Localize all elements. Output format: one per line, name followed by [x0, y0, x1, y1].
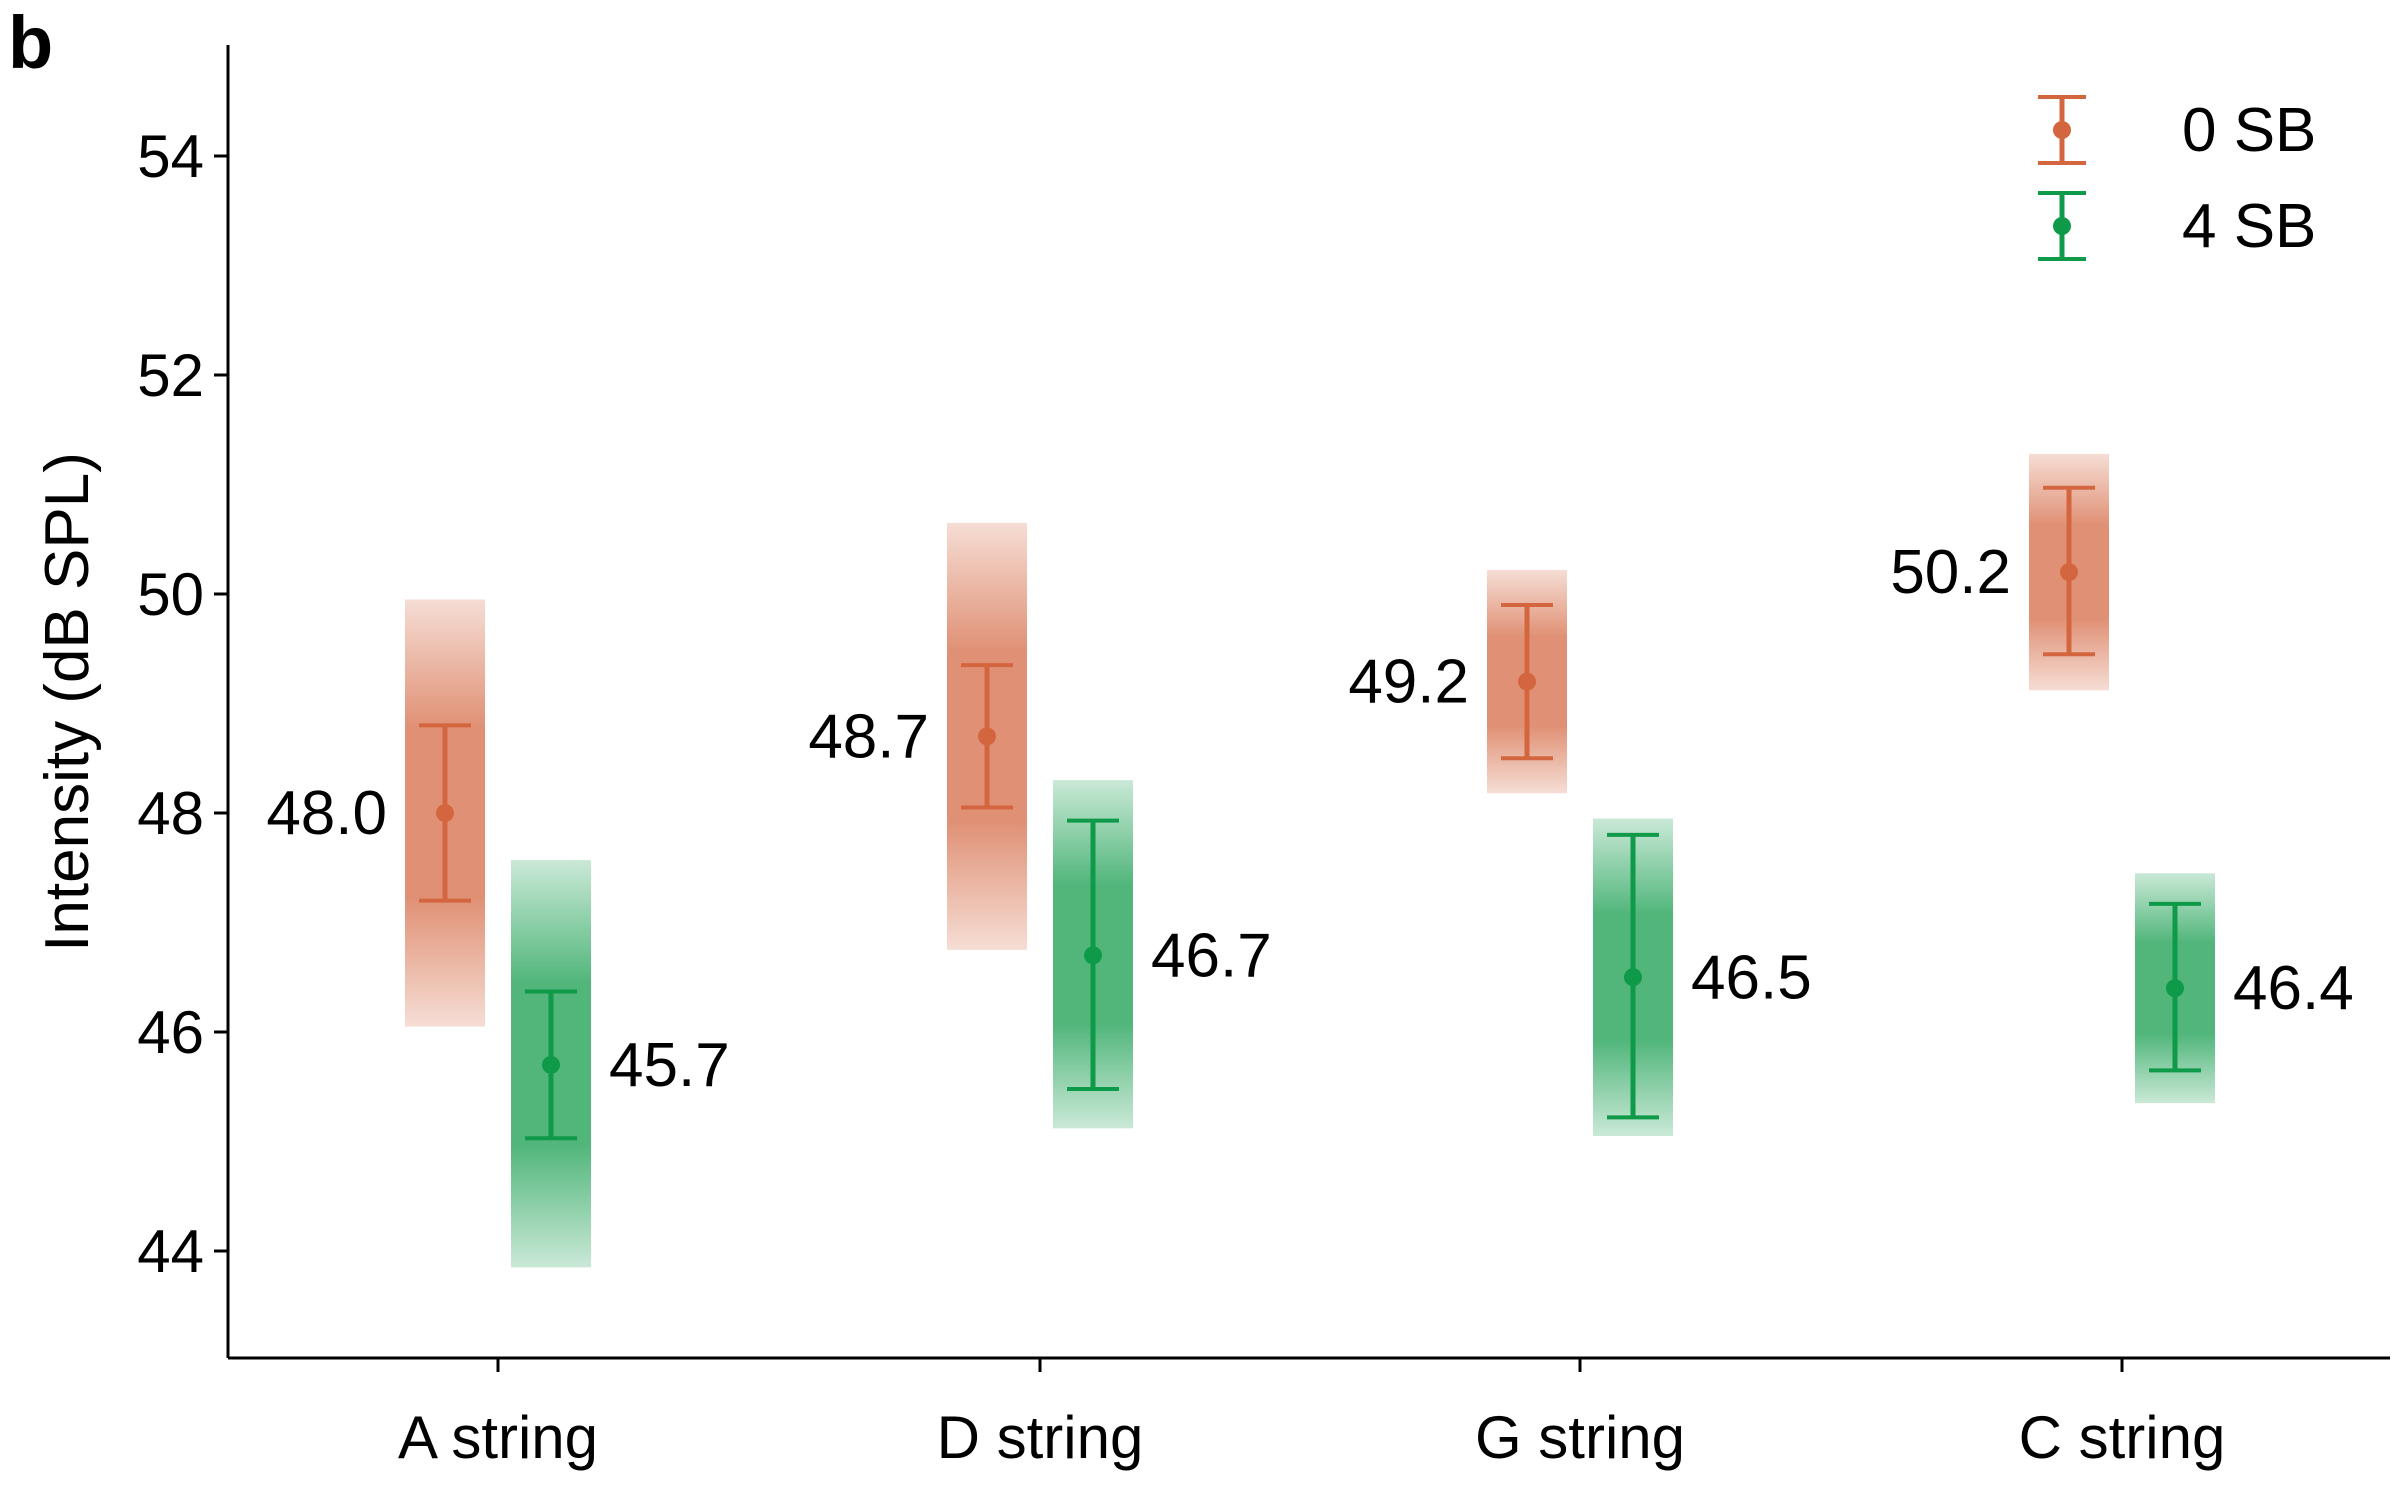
data-point — [436, 804, 454, 822]
panel-label: b — [8, 1, 53, 84]
data-point — [1518, 672, 1536, 691]
y-tick-label: 52 — [137, 342, 204, 409]
data-label: 46.4 — [2233, 954, 2354, 1023]
data-label: 48.7 — [808, 702, 929, 771]
legend-label: 4 SB — [2182, 192, 2316, 261]
y-tick-label: 46 — [137, 999, 204, 1066]
y-tick-label: 44 — [137, 1218, 204, 1285]
y-tick-label: 48 — [137, 780, 204, 847]
x-tick-label: D string — [937, 1404, 1144, 1471]
data-label: 50.2 — [1890, 538, 2011, 607]
series-1: 48.0 48.7 49.2 50.2 — [266, 453, 2109, 1027]
data-label: 49.2 — [1348, 648, 1469, 717]
data-label: 46.7 — [1151, 921, 1272, 990]
data-point — [978, 727, 996, 746]
legend: 0 SB 4 SB — [2038, 95, 2316, 261]
data-label: 46.5 — [1691, 943, 1812, 1012]
plot-area: 48.0 48.7 49.2 50.2 45.7 46.7 46.5 46.4 — [266, 453, 2354, 1268]
x-tick-label: G string — [1475, 1404, 1685, 1471]
data-point — [1084, 946, 1102, 965]
data-point — [542, 1055, 560, 1074]
series-2: 45.7 46.7 46.5 46.4 — [511, 780, 2354, 1268]
axes: 44 46 48 50 52 54 A string D string G string C st… — [137, 45, 2390, 1471]
data-point — [1624, 968, 1642, 987]
data-point — [2166, 979, 2184, 998]
x-tick-label: C string — [2019, 1404, 2226, 1471]
data-label: 45.7 — [609, 1031, 730, 1100]
y-axis-title: Intensity (dB SPL) — [33, 452, 102, 952]
data-label: 48.0 — [266, 779, 387, 848]
legend-marker — [2053, 217, 2071, 235]
legend-item: 0 SB — [2038, 95, 2316, 165]
y-tick-label: 54 — [137, 123, 204, 190]
data-point — [2060, 563, 2078, 582]
legend-label: 0 SB — [2182, 96, 2316, 165]
y-tick-label: 50 — [137, 561, 204, 628]
x-tick-label: A string — [398, 1404, 598, 1471]
legend-marker — [2053, 121, 2071, 139]
legend-item: 4 SB — [2038, 191, 2316, 261]
